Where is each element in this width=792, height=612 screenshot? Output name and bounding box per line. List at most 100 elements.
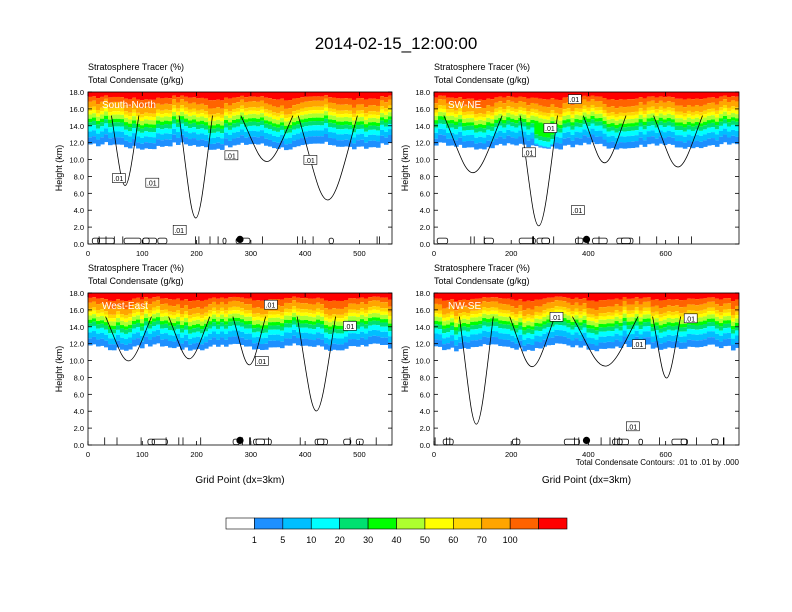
tracer-cell <box>104 134 109 143</box>
tracer-cell <box>92 113 97 118</box>
tracer-cell <box>240 331 245 338</box>
contour-line <box>536 237 550 244</box>
tracer-cell <box>606 136 612 143</box>
tracer-cell <box>208 143 213 150</box>
tracer-cell <box>534 330 539 336</box>
tracer-cell <box>252 130 257 137</box>
y-tick-label: 8.0 <box>74 373 84 382</box>
tracer-cell <box>606 326 612 331</box>
tracer-cell <box>372 122 377 126</box>
tracer-cell <box>368 111 373 115</box>
tracer-cell <box>526 332 531 338</box>
tracer-cell <box>734 110 739 115</box>
tracer-cell <box>236 301 241 307</box>
tracer-cell <box>650 121 656 126</box>
contour-label: .01 <box>573 208 583 215</box>
tracer-cell <box>88 293 93 298</box>
tracer-cell <box>96 310 101 314</box>
tracer-cell <box>518 130 523 137</box>
tracer-cell <box>272 311 277 315</box>
tracer-cell <box>140 100 145 109</box>
tracer-cell <box>630 130 636 136</box>
tracer-cell <box>522 339 527 346</box>
tracer-cell <box>184 334 189 341</box>
tracer-cell <box>606 319 612 324</box>
tracer-cell <box>518 106 523 111</box>
tracer-cell <box>320 298 325 305</box>
tracer-cell <box>590 321 596 326</box>
tracer-cell <box>228 125 233 130</box>
tracer-cell <box>148 127 153 132</box>
tracer-cell <box>634 122 640 126</box>
tracer-cell <box>666 136 672 144</box>
tracer-cell <box>522 137 527 145</box>
tracer-cell <box>296 104 301 110</box>
tracer-cell <box>96 328 101 334</box>
tracer-cell <box>730 135 736 144</box>
tracer-cell <box>216 124 221 128</box>
tracer-cell <box>690 112 696 116</box>
tracer-cell <box>730 109 736 114</box>
tracer-cell <box>252 343 257 350</box>
tracer-cell <box>654 318 660 323</box>
tracer-cell <box>300 332 305 339</box>
tracer-cell <box>124 92 129 99</box>
tracer-cell <box>618 99 624 107</box>
tracer-cell <box>364 333 369 340</box>
tracer-cell <box>188 301 193 310</box>
tracer-cell <box>442 92 447 96</box>
tracer-cell <box>718 318 724 324</box>
tracer-cell <box>606 312 612 316</box>
tracer-cell <box>602 120 608 125</box>
tracer-cell <box>296 311 301 316</box>
tracer-cell <box>384 97 389 103</box>
tracer-cell <box>706 92 712 98</box>
tracer-cell <box>348 316 353 321</box>
tracer-cell <box>586 101 592 108</box>
tracer-cell <box>506 112 511 118</box>
tracer-cell <box>288 332 293 339</box>
tracer-cell <box>698 314 704 318</box>
tracer-cell <box>300 119 305 123</box>
tracer-cell <box>706 311 712 315</box>
tracer-cell <box>502 120 507 124</box>
tracer-cell <box>634 135 640 142</box>
tracer-cell <box>650 323 656 328</box>
tracer-cell <box>438 108 443 112</box>
tracer-cell <box>332 343 337 350</box>
tracer-cell <box>706 138 712 146</box>
tracer-cell <box>328 301 333 310</box>
tracer-cell <box>522 131 527 138</box>
location-marker <box>236 235 244 243</box>
tracer-cell <box>474 310 479 315</box>
tracer-cell <box>116 96 121 102</box>
tracer-cell <box>264 97 269 104</box>
colorbar-swatch <box>538 517 568 530</box>
tracer-cell <box>204 331 209 337</box>
tracer-cell <box>478 124 483 128</box>
tracer-cell <box>450 318 455 323</box>
tracer-cell <box>132 313 137 317</box>
tracer-cell <box>152 113 157 117</box>
tracer-cell <box>372 98 377 106</box>
tracer-cell <box>168 305 173 312</box>
tracer-cell <box>642 121 648 126</box>
tracer-cell <box>336 110 341 114</box>
tracer-cell <box>474 108 479 115</box>
tracer-cell <box>554 324 559 330</box>
tracer-cell <box>244 115 249 120</box>
tracer-cell <box>698 298 704 305</box>
tracer-cell <box>156 120 161 124</box>
tracer-cell <box>646 314 652 319</box>
tracer-cell <box>730 100 736 107</box>
tracer-cell <box>510 114 515 119</box>
tracer-cell <box>610 312 616 316</box>
tracer-cell <box>208 328 213 334</box>
tracer-cell <box>650 312 656 317</box>
tracer-cell <box>324 118 329 124</box>
tracer-cell <box>236 336 241 345</box>
tracer-cell <box>336 318 341 322</box>
tracer-cell <box>678 135 684 142</box>
tracer-cell <box>650 117 656 122</box>
tracer-cell <box>388 92 392 96</box>
